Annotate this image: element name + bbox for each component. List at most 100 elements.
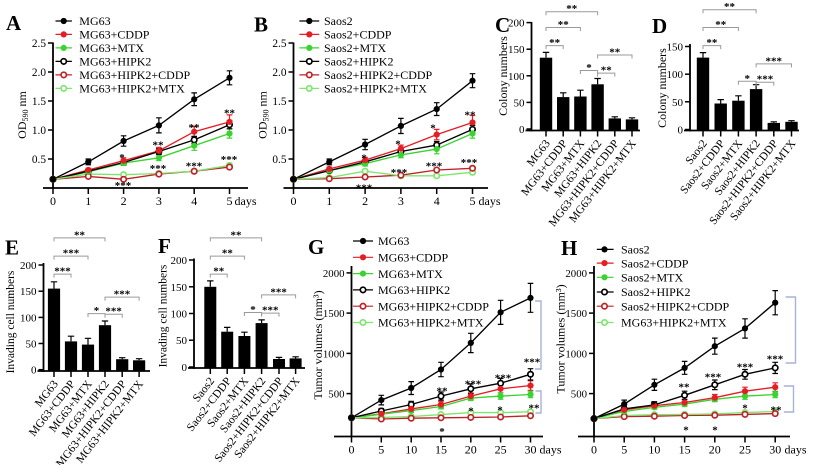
svg-text:H: H — [561, 236, 577, 260]
svg-text:**: ** — [189, 122, 201, 134]
svg-text:2000: 2000 — [565, 268, 587, 280]
svg-text:*: * — [439, 426, 445, 438]
svg-text:**: ** — [222, 248, 234, 260]
svg-text:***: *** — [757, 74, 774, 86]
svg-text:Saos2: Saos2 — [621, 243, 650, 257]
svg-text:0: 0 — [31, 365, 37, 377]
svg-text:MG63+HIPK2+MTX: MG63+HIPK2+MTX — [79, 82, 185, 96]
svg-text:**: ** — [224, 108, 236, 120]
svg-text:Saos2: Saos2 — [324, 14, 353, 28]
svg-text:2: 2 — [362, 194, 368, 208]
svg-text:0: 0 — [291, 194, 297, 208]
svg-text:Saos2+CDDP: Saos2+CDDP — [324, 28, 392, 42]
svg-text:*: * — [742, 403, 748, 415]
svg-text:20: 20 — [465, 443, 477, 457]
svg-text:**: ** — [724, 1, 736, 13]
svg-text:***: *** — [705, 372, 722, 384]
svg-text:Colony numbers: Colony numbers — [655, 48, 669, 128]
svg-text:10: 10 — [405, 443, 417, 457]
svg-text:F: F — [158, 234, 171, 258]
svg-text:2000: 2000 — [323, 268, 345, 280]
svg-text:*: * — [683, 425, 689, 437]
svg-text:15: 15 — [435, 443, 447, 457]
svg-text:1500: 1500 — [323, 308, 345, 320]
svg-text:200: 200 — [20, 260, 37, 272]
svg-text:1000: 1000 — [565, 348, 587, 360]
svg-text:200: 200 — [171, 255, 188, 267]
svg-text:0: 0 — [349, 443, 355, 457]
svg-text:2.5: 2.5 — [32, 38, 46, 50]
svg-text:25: 25 — [495, 443, 507, 457]
svg-text:500: 500 — [328, 389, 344, 401]
svg-text:**: ** — [566, 3, 578, 15]
svg-text:**: ** — [529, 403, 541, 415]
svg-text:days: days — [479, 194, 501, 208]
svg-text:**: ** — [213, 266, 225, 278]
svg-text:**: ** — [771, 405, 783, 417]
svg-text:1.5: 1.5 — [32, 96, 46, 108]
svg-text:4: 4 — [434, 194, 440, 208]
svg-text:150: 150 — [20, 286, 37, 298]
svg-text:25: 25 — [739, 443, 751, 457]
svg-text:200: 200 — [508, 18, 525, 30]
svg-text:*: * — [94, 305, 100, 317]
svg-text:Colony numbers: Colony numbers — [496, 36, 510, 116]
svg-text:100: 100 — [171, 309, 188, 321]
svg-text:3: 3 — [398, 194, 404, 208]
svg-text:Saos2+HIPK2: Saos2+HIPK2 — [324, 55, 393, 69]
svg-text:**: ** — [153, 140, 165, 152]
svg-text:50: 50 — [176, 335, 188, 347]
svg-text:D: D — [652, 14, 667, 38]
svg-text:***: *** — [767, 354, 784, 366]
svg-text:0: 0 — [182, 362, 188, 374]
svg-text:***: *** — [461, 157, 478, 169]
svg-text:4: 4 — [191, 194, 197, 208]
svg-text:2.5: 2.5 — [272, 38, 286, 50]
svg-text:30: 30 — [769, 443, 781, 457]
svg-text:***: *** — [766, 55, 783, 67]
svg-text:***: *** — [54, 266, 71, 278]
svg-text:1.5: 1.5 — [272, 96, 286, 108]
svg-text:Saos2+HIPK2+CDDP: Saos2+HIPK2+CDDP — [324, 68, 433, 82]
svg-text:***: *** — [262, 305, 279, 317]
svg-text:*: * — [468, 406, 474, 418]
svg-text:**: ** — [437, 386, 449, 398]
svg-text:20: 20 — [709, 443, 721, 457]
svg-text:***: *** — [465, 379, 482, 391]
svg-text:*: * — [650, 399, 656, 411]
svg-text:*: * — [744, 73, 750, 85]
svg-text:MG63+HIPK2: MG63+HIPK2 — [378, 283, 450, 297]
svg-text:Tumor volumes (mm³): Tumor volumes (mm³) — [311, 290, 325, 399]
svg-text:Saos2+HIPK2: Saos2+HIPK2 — [621, 285, 690, 299]
svg-text:50: 50 — [514, 97, 526, 109]
svg-text:MG63+CDDP: MG63+CDDP — [378, 251, 448, 265]
svg-text:Saos2+CDDP: Saos2+CDDP — [621, 256, 689, 270]
svg-text:5: 5 — [378, 443, 384, 457]
svg-text:30: 30 — [525, 443, 537, 457]
svg-text:10: 10 — [648, 443, 660, 457]
svg-text:E: E — [5, 236, 19, 260]
svg-text:**: ** — [558, 19, 570, 31]
svg-text:***: *** — [115, 180, 132, 192]
svg-text:**: ** — [609, 47, 621, 59]
svg-text:***: *** — [356, 183, 373, 195]
svg-text:3: 3 — [156, 194, 162, 208]
svg-text:Saos2+HIPK2+CDDP: Saos2+HIPK2+CDDP — [621, 299, 730, 313]
svg-text:*: * — [497, 405, 503, 417]
svg-text:1: 1 — [85, 194, 91, 208]
svg-text:150: 150 — [667, 42, 684, 54]
svg-text:0: 0 — [678, 125, 684, 137]
svg-text:1500: 1500 — [565, 308, 587, 320]
svg-text:5: 5 — [470, 194, 476, 208]
svg-text:MG63+HIPK2+CDDP: MG63+HIPK2+CDDP — [378, 299, 489, 313]
svg-text:***: *** — [391, 167, 408, 179]
svg-text:2: 2 — [121, 194, 127, 208]
svg-text:OD590 nm: OD590 nm — [256, 91, 271, 139]
svg-text:0: 0 — [591, 443, 597, 457]
svg-text:2.0: 2.0 — [32, 67, 46, 79]
svg-text:**: ** — [715, 19, 727, 31]
svg-text:***: *** — [426, 161, 443, 173]
svg-text:**: ** — [74, 229, 86, 241]
svg-text:100: 100 — [20, 312, 37, 324]
svg-text:**: ** — [706, 37, 718, 49]
